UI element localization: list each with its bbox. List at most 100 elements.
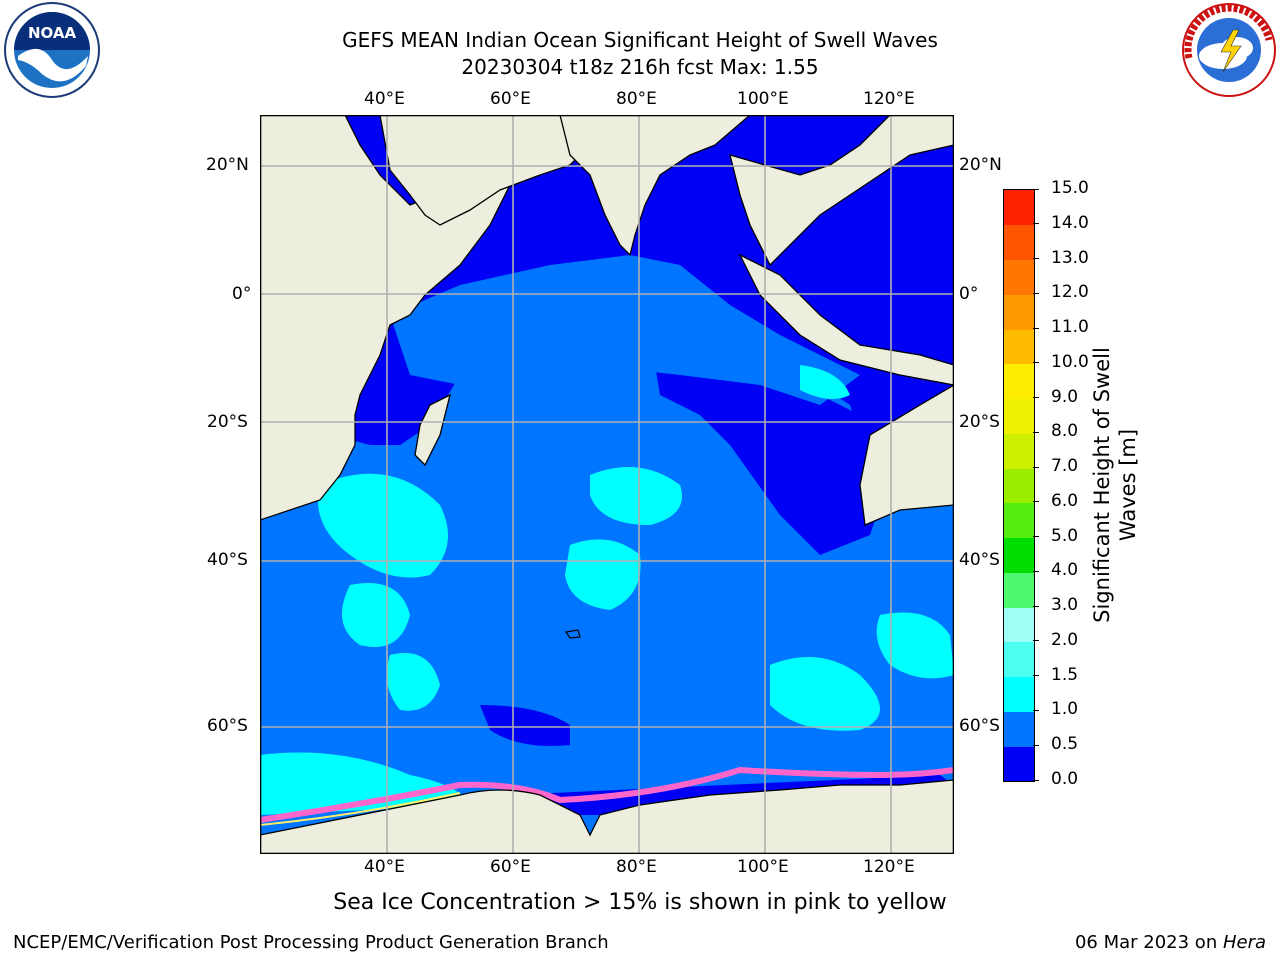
colorbar-tick-mark (1033, 223, 1039, 225)
lon-tick-bottom-100e: 100°E (737, 857, 789, 877)
lat-tick-left-60s: 60°S (207, 716, 248, 736)
colorbar-tick-mark (1033, 188, 1039, 190)
low-swell-south (480, 705, 570, 746)
colorbar-tick-mark (1033, 744, 1039, 746)
colorbar-tick-mark (1033, 501, 1039, 503)
lat-tick-right-60s: 60°S (959, 716, 1000, 736)
footer-machine: Hera (1222, 932, 1266, 953)
colorbar-tick-mark (1033, 779, 1039, 781)
colorbar-tick-mark (1033, 362, 1039, 364)
land-indonesia (738, 253, 954, 386)
lon-tick-bottom-60e: 60°E (490, 857, 531, 877)
colorbar-tick-mark (1033, 292, 1039, 294)
swell-patch-7 (386, 653, 440, 711)
colorbar-tick-label: 5.0 (1051, 525, 1079, 546)
colorbar-tick-label: 11.0 (1051, 317, 1089, 338)
swell-patch-8 (800, 365, 850, 399)
lon-tick-top-100e: 100°E (737, 89, 789, 109)
colorbar (1003, 189, 1035, 782)
colorbar-band (1004, 746, 1034, 782)
lat-tick-left-20n: 20°N (206, 155, 249, 175)
lat-tick-left-40s: 40°S (207, 550, 248, 570)
chart-subtitle: 20230304 t18z 216h fcst Max: 1.55 (461, 55, 819, 79)
colorbar-tick-label: 4.0 (1051, 560, 1079, 581)
colorbar-label-line2: Waves [m] (1116, 428, 1140, 542)
lat-tick-right-20s: 20°S (959, 412, 1000, 432)
colorbar-band (1004, 502, 1034, 539)
lon-tick-top-60e: 60°E (490, 89, 531, 109)
colorbar-tick-mark (1033, 397, 1039, 399)
colorbar-tick-label: 13.0 (1051, 247, 1089, 268)
swell-patch-south (260, 752, 470, 815)
sea-ice-edge (260, 766, 954, 823)
low-swell-west-australia (655, 365, 890, 555)
colorbar-tick-label: 14.0 (1051, 212, 1089, 233)
colorbar-tick-label: 1.5 (1051, 664, 1079, 685)
footer-date-text: 06 Mar 2023 on (1074, 932, 1223, 953)
nws-logo (1177, 0, 1280, 100)
lat-tick-right-40s: 40°S (959, 550, 1000, 570)
lon-tick-bottom-80e: 80°E (616, 857, 657, 877)
colorbar-tick-label: 6.0 (1051, 490, 1079, 511)
colorbar-band (1004, 537, 1034, 573)
svg-text:NOAA: NOAA (28, 24, 77, 42)
footer-date: 06 Mar 2023 on Hera (1075, 932, 1266, 953)
land-madagascar (414, 393, 451, 467)
colorbar-tick-mark (1033, 327, 1039, 329)
swell-patch-1 (318, 473, 448, 578)
colorbar-band (1004, 259, 1034, 295)
swell-patch-5 (770, 657, 880, 731)
lon-tick-bottom-40e: 40°E (364, 857, 405, 877)
colorbar-tick-mark (1033, 640, 1039, 642)
colorbar-band (1004, 363, 1034, 400)
colorbar-tick-label: 10.0 (1051, 351, 1089, 372)
lon-tick-top-40e: 40°E (364, 89, 405, 109)
colorbar-band (1004, 329, 1034, 365)
colorbar-tick-label: 12.0 (1051, 282, 1089, 303)
colorbar-tick-label: 8.0 (1051, 421, 1079, 442)
colorbar-band (1004, 711, 1034, 747)
colorbar-tick-label: 1.0 (1051, 699, 1079, 720)
map-panel (260, 115, 954, 854)
swell-patch-2 (342, 583, 410, 647)
sea-ice-note: Sea Ice Concentration > 15% is shown in … (333, 890, 947, 915)
noaa-logo: NOAA (0, 0, 106, 100)
lat-tick-left-20s: 20°S (207, 412, 248, 432)
colorbar-tick-mark (1033, 258, 1039, 260)
colorbar-tick-mark (1033, 536, 1039, 538)
land-antarctica (260, 779, 954, 854)
colorbar-tick-label: 3.0 (1051, 595, 1079, 616)
colorbar-band (1004, 398, 1034, 434)
colorbar-tick-mark (1033, 431, 1039, 433)
colorbar-ticks: 0.0 0.5 1.0 1.5 2.0 3.0 4.0 5.0 6.0 7.0 8.0 9.0 10.0… (1033, 178, 1095, 789)
footer-credit: NCEP/EMC/Verification Post Processing Pr… (13, 932, 609, 953)
island-kerguelen (564, 629, 581, 639)
graticule (260, 115, 954, 854)
colorbar-tick-label: 15.0 (1051, 178, 1089, 198)
land-se-asia (729, 115, 954, 267)
mid-swell-north (390, 255, 860, 405)
sea-ice-edge-high (260, 792, 461, 826)
chart-title: GEFS MEAN Indian Ocean Significant Heigh… (342, 28, 938, 52)
land-australia (859, 384, 954, 526)
colorbar-tick-label: 0.5 (1051, 734, 1079, 755)
swell-patch-3 (590, 467, 682, 525)
colorbar-tick-mark (1033, 466, 1039, 468)
colorbar-tick-mark (1033, 605, 1039, 607)
colorbar-band (1004, 607, 1034, 643)
colorbar-band (1004, 433, 1034, 469)
colorbar-band (1004, 190, 1034, 226)
lon-tick-bottom-120e: 120°E (863, 857, 915, 877)
colorbar-band (1004, 676, 1034, 712)
lat-tick-right-0: 0° (959, 284, 979, 304)
land-india (559, 115, 751, 257)
colorbar-tick-mark (1033, 709, 1039, 711)
lon-tick-top-120e: 120°E (863, 89, 915, 109)
lat-tick-left-0: 0° (232, 284, 252, 304)
colorbar-tick-mark (1033, 675, 1039, 677)
colorbar-tick-label: 2.0 (1051, 629, 1079, 650)
colorbar-tick-label: 9.0 (1051, 386, 1079, 407)
colorbar-tick-label: 0.0 (1051, 769, 1079, 789)
colorbar-label-line1: Significant Height of Swell (1090, 347, 1114, 623)
map-frame (260, 115, 954, 854)
